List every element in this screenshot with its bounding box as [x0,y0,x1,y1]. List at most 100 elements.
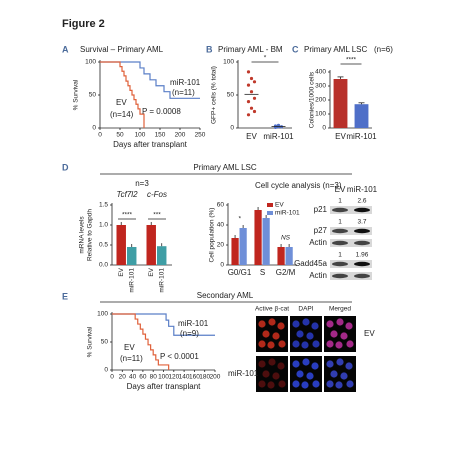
x-tick-label: miR-101 [346,132,377,141]
y-tick-label: 0.0 [99,262,108,269]
blot-label: Actin [309,238,327,247]
section-title: Secondary AML [197,291,254,300]
cell [326,320,334,328]
y-axis-label: mRNA levels [79,216,86,254]
cell [296,330,304,338]
y-axis-label: GFP+ cells (% total) [211,66,218,124]
y-tick-label: 20 [217,242,225,249]
blot-band [354,207,370,213]
bar [116,225,126,265]
y-tick-label: 200 [315,97,326,104]
cell [262,370,270,378]
cell [302,318,310,326]
x-axis-label: Days after transplant [127,382,202,391]
panel-letter: A [62,44,69,54]
y-tick-label: 100 [85,59,96,66]
x-tick-label: 200 [210,374,221,381]
cell [292,360,300,368]
dot [249,106,254,110]
cell [292,320,300,328]
cell [302,358,310,366]
n-label: n=3 [135,179,149,188]
cell [258,360,266,368]
bar-label: EV [148,267,155,276]
chart-title: Primary AML LSC [304,45,367,54]
y-tick-label: 1.0 [99,222,108,229]
cell [335,341,343,349]
legend-label: EV [275,202,284,209]
bar-label: miR-101 [128,268,135,293]
cell [336,358,344,366]
cell [336,318,344,326]
p-value: P < 0.0001 [160,352,199,361]
y-tick-label: 100 [97,311,108,318]
p-value: P = 0.0008 [142,107,181,116]
bar [127,247,137,265]
cell [306,332,314,340]
y-tick-label: 0 [220,262,224,269]
blot-strip [330,227,372,235]
y-axis-label: Colonies/1000 cells [309,71,316,128]
y-tick-label: 1.5 [99,202,108,209]
blot-band [354,240,370,246]
cell [340,372,348,380]
chart-title: Primary AML - BM [218,45,283,54]
dot [246,83,251,87]
x-tick-label: miR-101 [263,132,294,141]
y-axis-label: % Survival [87,326,94,357]
series-label: EV [124,343,135,352]
x-tick-label: EV [335,132,346,141]
x-tick-label: 140 [179,374,190,381]
legend-label: miR-101 [275,210,300,217]
cell [268,358,276,366]
image-header: Active β-cat [255,306,289,313]
cell [312,380,320,388]
x-tick-label: 0 [98,132,102,139]
x-tick-label: EV [246,132,257,141]
chart-title: Survival – Primary AML [80,45,164,54]
y-axis-label: Relative to Gapdh [87,209,94,261]
x-tick-label: 60 [139,374,147,381]
cell [312,340,320,348]
blot-strip [330,260,372,268]
x-tick-label: 120 [168,374,179,381]
series-n: (n=9) [180,329,199,338]
blot-strip [330,272,372,280]
x-tick-label: G0/G1 [228,268,252,277]
survival-curve [112,313,215,336]
cell [311,322,319,330]
blot-band [332,240,348,246]
x-tick-label: 80 [150,374,158,381]
x-tick-label: Tcf7l2 [116,190,138,199]
cell [311,362,319,370]
x-tick-label: 100 [135,132,146,139]
x-tick-label: 250 [195,132,206,139]
bar [231,238,239,265]
dot [252,109,257,114]
cell [268,318,276,326]
bar [285,247,293,265]
cell [340,332,348,340]
image-row-label: EV [364,329,375,338]
cell [258,320,266,328]
cell [346,340,354,348]
blot-header: miR-101 [347,185,378,194]
blot-quant: 1 [338,198,342,205]
survival-curve [100,61,145,128]
dot [246,113,251,117]
blot-band [354,228,370,234]
bar [146,225,156,265]
cell [267,341,275,349]
legend-swatch [267,211,273,215]
y-tick-label: 0.5 [99,242,108,249]
dot [249,76,254,81]
cell [277,362,285,370]
bar [157,246,167,265]
bar [277,247,285,265]
cell [345,362,353,370]
image-header: DAPI [298,306,313,313]
blot-label: Gadd45a [294,259,327,268]
cell [277,322,285,330]
y-tick-label: 0 [322,125,326,132]
